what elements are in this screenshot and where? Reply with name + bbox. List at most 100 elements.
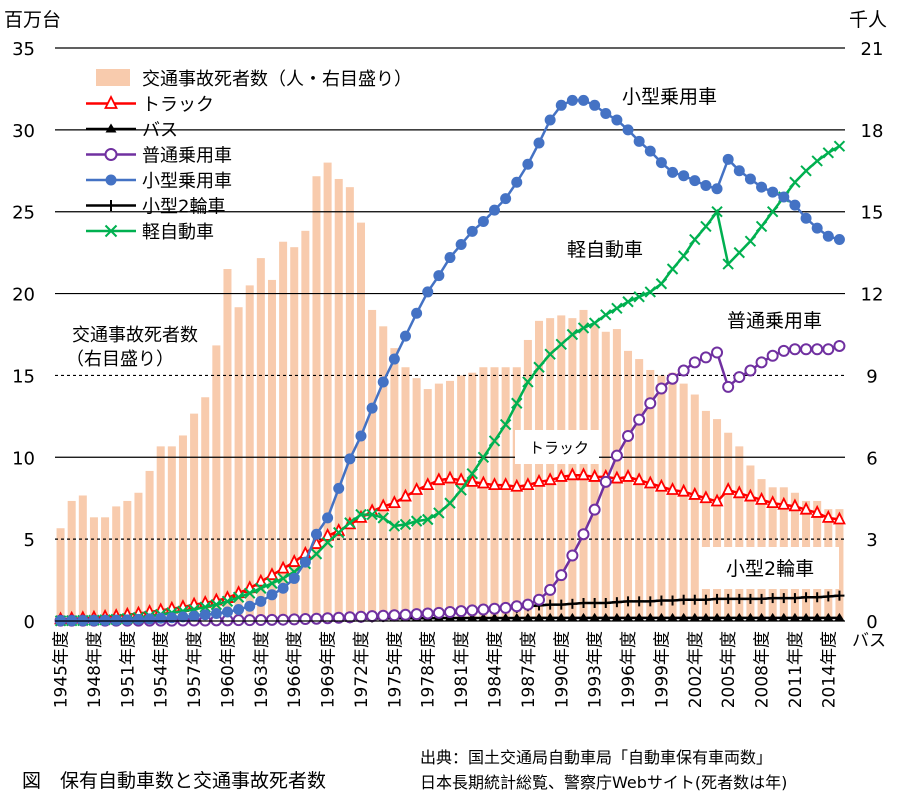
marker: [234, 615, 244, 625]
marker: [623, 297, 633, 307]
marker: [823, 148, 833, 158]
x-tick-label: 1993年度: [586, 631, 606, 708]
right-tick-label: 6: [866, 448, 877, 469]
marker: [400, 331, 411, 342]
marker: [501, 603, 511, 613]
fatality-bar: [479, 367, 487, 621]
marker: [757, 357, 767, 367]
legend-entry: バス: [86, 120, 178, 141]
legend-label: 普通乗用車: [142, 146, 232, 167]
left-tick-label: 35: [12, 39, 35, 60]
x-tick-label: 1954年度: [152, 631, 172, 708]
fatality-bar: [324, 163, 332, 621]
fatality-bar: [146, 471, 154, 621]
x-tick-label: 1966年度: [285, 631, 305, 708]
marker: [645, 146, 656, 157]
marker: [689, 175, 700, 186]
normal-car-annotation: 普通乗用車: [727, 310, 822, 332]
left-tick-label: 10: [12, 448, 35, 469]
left-tick-label: 5: [24, 530, 35, 551]
marker: [106, 175, 117, 186]
marker: [467, 226, 478, 237]
marker: [311, 529, 322, 540]
fatality-bar: [57, 528, 65, 621]
marker: [645, 398, 655, 408]
marker: [106, 200, 117, 211]
marker: [511, 177, 522, 188]
marker: [222, 606, 233, 617]
x-tick-label: 1978年度: [419, 631, 439, 708]
marker: [523, 600, 533, 610]
marker: [723, 382, 733, 392]
marker: [478, 216, 489, 227]
legend-label: 交通事故死者数（人・右目盛り）: [142, 69, 412, 90]
marker: [512, 601, 522, 611]
marker: [834, 341, 844, 351]
fatality-bar: [435, 384, 443, 621]
marker: [745, 173, 756, 184]
marker: [144, 613, 155, 624]
marker: [734, 372, 744, 382]
fatality-bar: [79, 495, 87, 621]
marker: [812, 344, 822, 354]
legend-swatch: [96, 69, 130, 86]
x-tick-label: 1948年度: [85, 631, 105, 708]
marker: [734, 248, 744, 258]
marker: [679, 366, 689, 376]
fatality-bar: [468, 373, 476, 621]
marker: [556, 100, 567, 111]
marker: [790, 344, 800, 354]
fatality-bar: [201, 397, 209, 621]
x-tick-label: 2011年度: [786, 631, 806, 708]
fatality-bar: [424, 389, 432, 621]
marker: [522, 159, 533, 170]
legend-label: 小型乗用車: [142, 171, 232, 192]
marker: [378, 376, 389, 387]
marker: [100, 615, 111, 626]
marker: [106, 149, 117, 160]
x-tick-label: 1987年度: [519, 631, 539, 708]
fatality-bar: [724, 433, 732, 621]
fatality-bar: [546, 318, 554, 621]
fatality-bar: [580, 310, 588, 621]
fatality-bar: [123, 501, 131, 621]
legend-entry: 小型乗用車: [86, 171, 232, 192]
marker: [757, 221, 767, 231]
fatality-bar: [157, 446, 165, 621]
fatality-bar: [635, 359, 643, 621]
marker: [478, 605, 488, 615]
x-tick-label: 1972年度: [352, 631, 372, 708]
right-tick-label: 3: [866, 530, 877, 551]
right-tick-label: 21: [861, 39, 884, 60]
marker: [745, 236, 755, 246]
source-line-2: 日本長期統計総覧、警察庁Webサイト(死者数は年): [420, 769, 787, 793]
fatality-bar: [669, 373, 677, 621]
marker: [712, 183, 723, 194]
x-tick-label: 2005年度: [719, 631, 739, 708]
marker: [801, 213, 812, 224]
marker: [589, 100, 600, 111]
marker: [133, 614, 144, 625]
fatality-bar: [68, 501, 76, 621]
marker: [656, 384, 666, 394]
marker: [801, 166, 811, 176]
right-tick-label: 12: [861, 285, 884, 306]
marker: [490, 604, 500, 614]
fatality-bar: [713, 419, 721, 621]
marker: [745, 366, 755, 376]
fatality-bar: [390, 348, 398, 621]
marker: [122, 614, 133, 625]
marker: [545, 115, 556, 126]
marker: [567, 551, 577, 561]
marker: [656, 157, 667, 168]
marker: [678, 170, 689, 181]
fatality-bar: [680, 384, 688, 621]
marker: [679, 251, 689, 261]
marker: [623, 124, 634, 135]
marker: [723, 154, 734, 165]
marker: [600, 108, 611, 119]
marker: [245, 615, 255, 625]
marker: [211, 608, 222, 619]
marker: [344, 453, 355, 464]
marker: [601, 310, 611, 320]
